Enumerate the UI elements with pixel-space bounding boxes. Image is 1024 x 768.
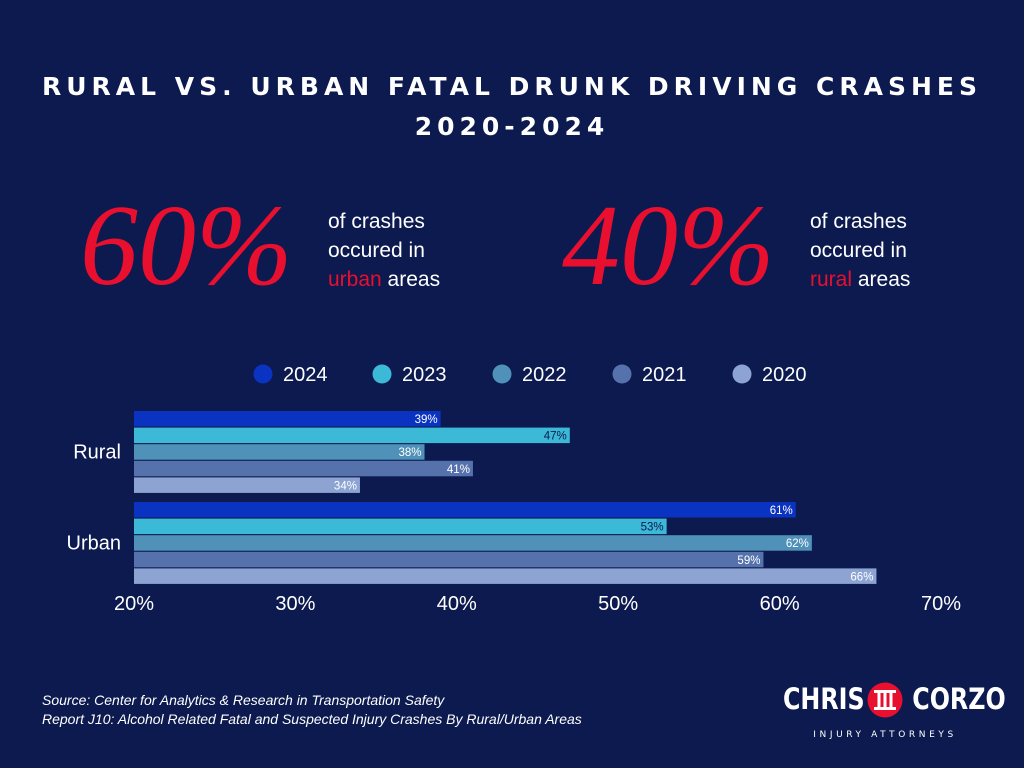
rural-highlight: rural bbox=[810, 268, 853, 291]
data-label-rural-2022: 38% bbox=[398, 447, 421, 459]
legend-marker-2023 bbox=[372, 364, 392, 384]
bar-urban-2023 bbox=[134, 518, 667, 535]
x-tick-label-70: 70% bbox=[921, 593, 961, 615]
bar-chart: 2024 2023 2022 2021 2020 39% 47% 38% 41% 34% Rural… bbox=[67, 364, 962, 615]
x-tick-label-30: 30% bbox=[275, 593, 315, 615]
legend-label-2024: 2024 bbox=[283, 364, 328, 386]
chart-title: RURAL VS. URBAN FATAL DRUNK DRIVING CRAS… bbox=[42, 72, 982, 101]
bar-urban-2021 bbox=[134, 551, 764, 568]
data-label-rural-2024: 39% bbox=[415, 414, 438, 426]
legend-label-2020: 2020 bbox=[762, 364, 807, 386]
rural-stat-line1: of crashes bbox=[810, 210, 907, 233]
bar-urban-2024 bbox=[134, 502, 796, 518]
x-tick-label-50: 50% bbox=[598, 593, 638, 615]
source-line2: Report J10: Alcohol Related Fatal and Su… bbox=[42, 711, 582, 727]
bar-rural-2020 bbox=[134, 477, 360, 493]
pillar-emblem-icon bbox=[867, 682, 903, 718]
legend-marker-2021 bbox=[612, 364, 632, 384]
x-tick-label-20: 20% bbox=[114, 593, 154, 615]
data-label-urban-2023: 53% bbox=[641, 522, 664, 534]
bar-rural-2022 bbox=[134, 444, 425, 460]
logo-word-left: CHRIS bbox=[782, 682, 865, 716]
bar-rural-2024 bbox=[134, 411, 441, 427]
data-label-rural-2023: 47% bbox=[544, 431, 567, 443]
urban-highlight: urban bbox=[328, 268, 382, 291]
rural-stat-line2: occured in bbox=[810, 239, 907, 262]
logo-word-right: CORZO bbox=[912, 682, 1006, 716]
rural-stat-description: of crashes occured in rural areas bbox=[810, 207, 910, 294]
category-label-rural: Rural bbox=[73, 442, 121, 464]
urban-stat-description: of crashes occured in urban areas bbox=[328, 207, 440, 294]
rural-stat-value: 40% bbox=[562, 182, 775, 310]
urban-suffix: areas bbox=[381, 268, 441, 291]
data-label-urban-2022: 62% bbox=[786, 538, 809, 550]
bar-rural-2021 bbox=[134, 460, 473, 477]
data-label-urban-2024: 61% bbox=[770, 505, 793, 517]
legend-marker-2022 bbox=[492, 364, 512, 384]
source-line1: Source: Center for Analytics & Research … bbox=[42, 692, 445, 708]
legend-marker-2024 bbox=[253, 364, 273, 384]
urban-stat-line1: of crashes bbox=[328, 210, 425, 233]
data-label-urban-2021: 59% bbox=[737, 555, 760, 567]
urban-stat-line3: urban areas bbox=[328, 265, 440, 294]
data-label-rural-2020: 34% bbox=[334, 480, 357, 492]
bar-rural-2023 bbox=[134, 427, 570, 444]
bar-urban-2022 bbox=[134, 535, 812, 551]
legend-label-2022: 2022 bbox=[522, 364, 567, 386]
data-label-urban-2020: 66% bbox=[850, 571, 873, 583]
bar-urban-2020 bbox=[134, 568, 877, 584]
data-label-rural-2021: 41% bbox=[447, 464, 470, 476]
urban-stat-value: 60% bbox=[80, 182, 293, 310]
logo-tagline: INJURY ATTORNEYS bbox=[813, 730, 957, 740]
chris-corzo-logo: CHRIS CORZO INJURY ATTORNEYS bbox=[780, 682, 1006, 744]
rural-suffix: areas bbox=[852, 268, 911, 291]
rural-stat-line3: rural areas bbox=[810, 265, 910, 294]
legend-marker-2020 bbox=[732, 364, 752, 384]
chart-subtitle-years: 2020-2024 bbox=[414, 112, 610, 141]
x-tick-label-40: 40% bbox=[437, 593, 477, 615]
x-tick-label-60: 60% bbox=[760, 593, 800, 615]
urban-stat-line2: occured in bbox=[328, 239, 425, 262]
category-label-urban: Urban bbox=[67, 533, 121, 555]
source-note: Source: Center for Analytics & Research … bbox=[42, 691, 582, 729]
legend-label-2023: 2023 bbox=[402, 364, 447, 386]
legend-label-2021: 2021 bbox=[642, 364, 687, 386]
